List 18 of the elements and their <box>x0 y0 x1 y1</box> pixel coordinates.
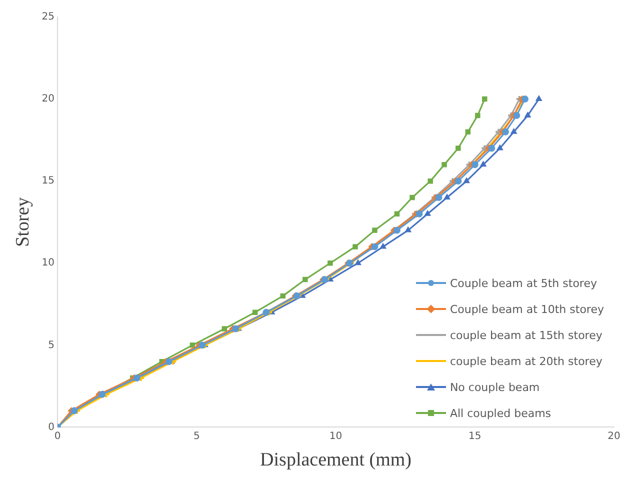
x-tick-label: 20 <box>608 430 620 442</box>
x-tick-label: 15 <box>468 430 482 442</box>
legend-label: Couple beam at 5th storey <box>450 276 597 290</box>
y-tick-label: 15 <box>42 176 55 187</box>
x-tick-label: 10 <box>329 430 342 442</box>
x-axis-title: Displacement (mm) <box>260 450 412 471</box>
y-axis-title: Storey <box>12 196 34 247</box>
legend-label: couple beam at 15th storey <box>450 328 602 342</box>
legend-label: Couple beam at 10th storey <box>450 302 604 316</box>
legend-label: couple beam at 20th storey <box>450 354 602 368</box>
x-tick-label: 5 <box>193 430 200 442</box>
y-tick-label: 25 <box>42 12 55 23</box>
y-tick-label: 20 <box>42 94 55 105</box>
y-tick-label: 10 <box>42 258 55 269</box>
legend-label: All coupled beams <box>450 406 552 420</box>
y-tick-label: 0 <box>48 422 55 433</box>
y-tick-label: 5 <box>48 340 55 351</box>
legend-label: No couple beam <box>450 380 540 394</box>
